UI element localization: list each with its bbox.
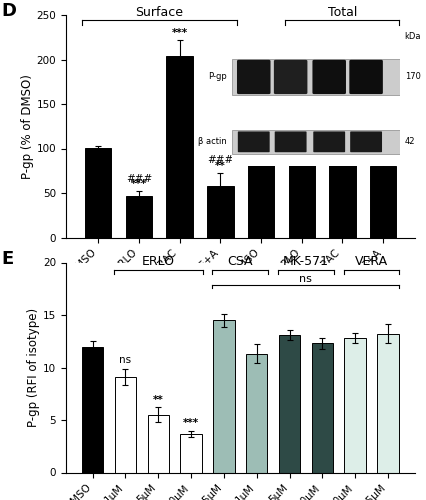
- Text: **: **: [153, 396, 164, 406]
- Text: ***: ***: [131, 180, 147, 190]
- Bar: [345, 338, 366, 472]
- Text: ###: ###: [126, 174, 152, 184]
- Text: Total: Total: [328, 6, 357, 19]
- Bar: [85, 148, 112, 238]
- Text: D: D: [1, 2, 17, 20]
- Bar: [288, 154, 315, 238]
- Text: ns: ns: [299, 274, 312, 283]
- Text: ***: ***: [172, 28, 188, 38]
- Bar: [180, 434, 202, 472]
- Bar: [312, 344, 333, 472]
- Y-axis label: P-gp (% of DMSO): P-gp (% of DMSO): [21, 74, 34, 178]
- Text: CSA: CSA: [227, 256, 253, 268]
- Bar: [82, 346, 103, 472]
- Text: ###: ###: [207, 156, 233, 166]
- Text: **: **: [215, 161, 226, 171]
- Text: ERLO: ERLO: [142, 256, 175, 268]
- Bar: [279, 335, 300, 472]
- Y-axis label: P-gp (RFI of isotype): P-gp (RFI of isotype): [27, 308, 40, 427]
- Text: ***: ***: [183, 418, 199, 428]
- Text: ns: ns: [119, 355, 132, 365]
- Text: E: E: [1, 250, 14, 268]
- Bar: [167, 56, 193, 238]
- Bar: [329, 162, 356, 238]
- Bar: [115, 377, 136, 472]
- Bar: [207, 186, 233, 238]
- Bar: [246, 354, 268, 472]
- Text: MK-571: MK-571: [283, 256, 329, 268]
- Bar: [248, 148, 274, 238]
- Text: Surface: Surface: [135, 6, 183, 19]
- Bar: [147, 415, 169, 472]
- Text: VERA: VERA: [355, 256, 388, 268]
- Bar: [213, 320, 235, 472]
- Bar: [370, 166, 397, 238]
- Bar: [377, 334, 399, 472]
- Bar: [126, 196, 152, 237]
